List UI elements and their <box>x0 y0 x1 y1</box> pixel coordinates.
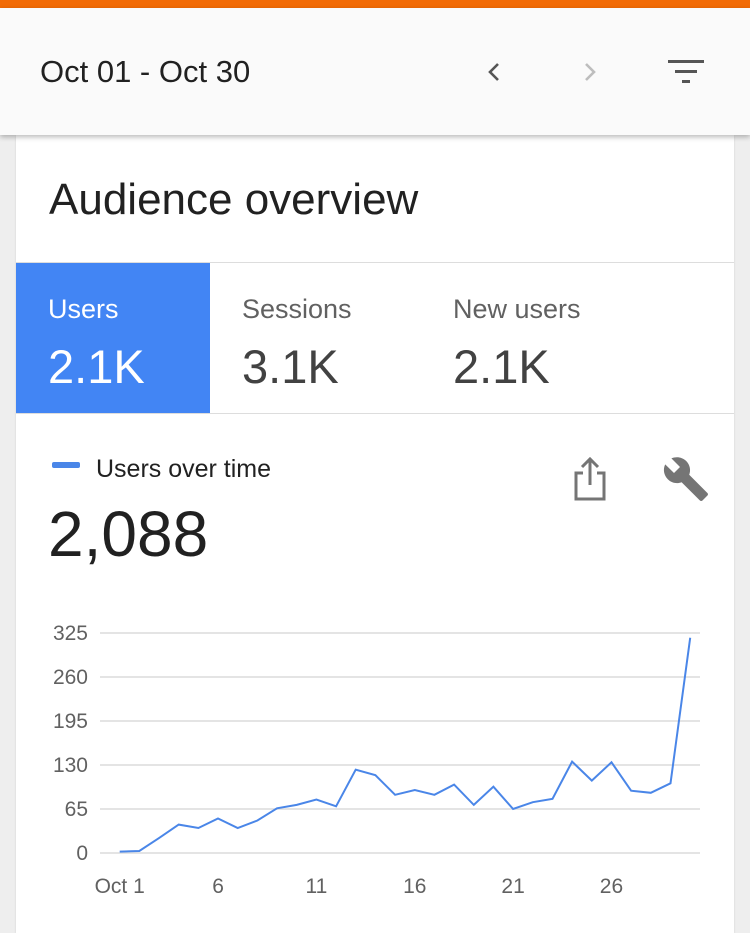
x-tick-label: 11 <box>305 875 327 898</box>
metric-value: 3.1K <box>242 340 339 393</box>
filter-icon <box>668 60 704 83</box>
y-tick-label: 65 <box>65 798 88 821</box>
card-title: Audience overview <box>49 175 419 224</box>
date-range-label[interactable]: Oct 01 - Oct 30 <box>40 54 251 89</box>
y-tick-label: 325 <box>53 622 88 645</box>
chevron-left-icon <box>488 63 499 81</box>
x-tick-label: Oct 1 <box>95 875 145 898</box>
share-button[interactable] <box>562 451 618 507</box>
filter-button[interactable] <box>662 48 710 96</box>
total-value: 2,088 <box>48 498 209 570</box>
metric-tab-users[interactable]: Users 2.1K <box>16 263 210 413</box>
x-tick-label: 16 <box>403 875 426 898</box>
users-over-time-chart: 0 65 130 195 260 325 Oct 1 6 11 16 21 26 <box>53 622 700 898</box>
metric-label: New users <box>453 294 581 324</box>
y-tick-label: 130 <box>53 754 88 777</box>
x-tick-label: 6 <box>212 875 224 898</box>
x-tick-label: 21 <box>501 875 524 898</box>
metric-value: 2.1K <box>48 340 145 393</box>
settings-button[interactable] <box>658 451 714 507</box>
share-icon <box>574 456 606 501</box>
chart-series-users <box>119 637 692 853</box>
legend-label: Users over time <box>96 455 272 483</box>
legend-swatch <box>52 462 80 468</box>
metric-label: Sessions <box>242 294 352 324</box>
y-tick-label: 0 <box>76 842 88 865</box>
wrench-icon <box>663 457 708 501</box>
y-tick-label: 195 <box>53 710 88 733</box>
metric-label: Users <box>48 294 119 324</box>
accent-bar <box>0 0 750 8</box>
divider <box>16 413 734 414</box>
audience-overview-card: Audience overview Users 2.1K Sessions 3.… <box>16 135 734 933</box>
metric-tab-new-users[interactable]: New users 2.1K <box>420 263 734 413</box>
y-tick-label: 260 <box>53 666 88 689</box>
divider <box>16 262 734 263</box>
next-range-button[interactable] <box>566 48 614 96</box>
metric-tabs: Users 2.1K Sessions 3.1K New users 2.1K <box>16 263 734 413</box>
previous-range-button[interactable] <box>470 48 518 96</box>
x-tick-label: 26 <box>600 875 623 898</box>
chevron-right-icon <box>585 63 596 81</box>
app-header: Oct 01 - Oct 30 <box>0 8 750 135</box>
metric-tab-sessions[interactable]: Sessions 3.1K <box>210 263 420 413</box>
metric-value: 2.1K <box>453 340 550 393</box>
